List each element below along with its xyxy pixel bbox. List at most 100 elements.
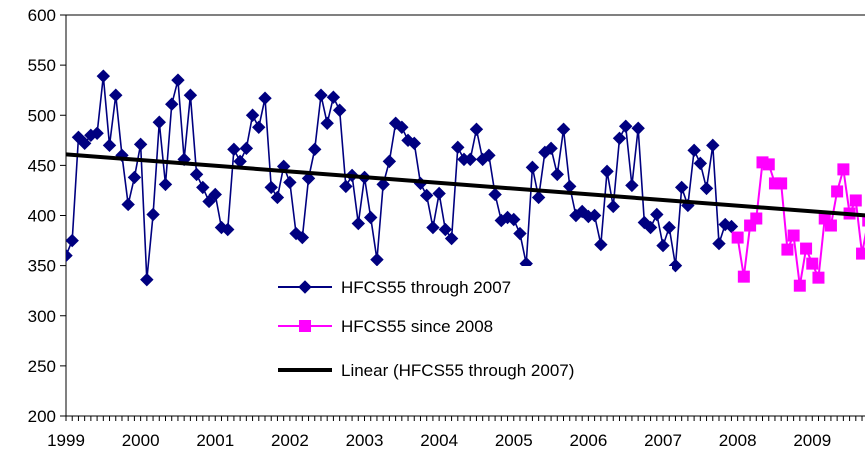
y-tick-label: 200 (28, 407, 56, 426)
y-tick-label: 500 (28, 106, 56, 125)
data-point (706, 138, 720, 153)
data-point (643, 220, 658, 235)
data-point (308, 142, 322, 157)
data-point (587, 208, 602, 223)
data-point (121, 197, 135, 212)
x-tick-label: 2001 (196, 431, 234, 450)
data-point (245, 108, 260, 122)
data-point (674, 180, 689, 195)
y-tick-label: 450 (28, 156, 56, 175)
legend: HFCS55 through 2007 HFCS55 since 2008 Line… (272, 266, 672, 388)
data-point (687, 143, 701, 158)
data-point (96, 69, 111, 83)
data-point (775, 177, 788, 190)
data-point (631, 121, 645, 135)
x-ticks: 1999 2000 2001 2002 2003 2004 2005 2006 2007 2008… (47, 416, 863, 450)
data-point (444, 231, 459, 246)
x-tick-label: 1999 (47, 431, 85, 450)
data-point (239, 141, 254, 156)
data-point (544, 141, 558, 156)
legend-item: Linear (HFCS55 through 2007) (278, 361, 574, 380)
data-point (208, 187, 222, 202)
data-point (787, 229, 800, 242)
data-point (469, 122, 484, 136)
data-point (525, 160, 540, 175)
data-point (102, 138, 117, 153)
y-tick-label: 350 (28, 257, 56, 276)
x-tick-label: 2006 (569, 431, 607, 450)
data-point (283, 175, 297, 190)
data-point (314, 88, 328, 102)
data-point (837, 163, 850, 176)
data-point (618, 119, 633, 133)
data-point (202, 194, 216, 209)
data-point (419, 188, 434, 203)
data-point (295, 230, 310, 245)
legend-marker (298, 280, 312, 294)
data-point (625, 178, 639, 193)
data-point (606, 199, 620, 214)
data-point (171, 73, 185, 87)
data-point (109, 88, 123, 102)
data-point (513, 226, 527, 241)
data-point (66, 248, 73, 263)
data-point (152, 115, 166, 129)
data-point (712, 236, 726, 251)
data-point (270, 190, 285, 205)
data-point (656, 238, 670, 253)
data-point (699, 181, 714, 196)
data-point (550, 167, 564, 182)
data-point (90, 126, 104, 141)
data-point (401, 133, 415, 148)
x-tick-label: 2003 (346, 431, 384, 450)
series-hfcs55-since-2008 (731, 156, 865, 292)
data-point (862, 214, 865, 227)
data-point (731, 231, 744, 244)
y-tick-label: 600 (28, 6, 56, 25)
x-tick-label: 2000 (122, 431, 160, 450)
data-point (339, 179, 353, 194)
data-point (252, 120, 266, 134)
data-point (637, 215, 652, 230)
data-point (165, 97, 179, 111)
legend-item: HFCS55 through 2007 (278, 278, 511, 297)
x-tick-label: 2005 (495, 431, 533, 450)
data-point (438, 222, 453, 237)
data-point (363, 210, 378, 225)
data-point (693, 156, 708, 171)
x-tick-label: 2009 (793, 431, 831, 450)
data-point (668, 258, 683, 273)
data-point (482, 148, 496, 163)
data-point (426, 220, 440, 235)
data-point (326, 90, 341, 104)
data-point (531, 190, 546, 205)
legend-label: HFCS55 since 2008 (341, 317, 493, 336)
data-point (849, 194, 862, 207)
data-point (507, 212, 521, 227)
data-point (127, 170, 142, 185)
data-point (812, 271, 825, 284)
x-tick-label: 2002 (271, 431, 309, 450)
y-tick-label: 300 (28, 307, 56, 326)
data-point (289, 226, 303, 241)
data-point (395, 120, 409, 134)
data-point (831, 185, 844, 198)
data-point (370, 252, 384, 267)
data-point (781, 243, 794, 256)
legend-item: HFCS55 since 2008 (278, 317, 493, 336)
data-point (612, 131, 627, 146)
data-point (189, 167, 204, 182)
data-point (183, 88, 198, 102)
data-point (332, 103, 347, 117)
data-point (762, 158, 775, 171)
data-point (650, 207, 664, 222)
data-point (227, 142, 241, 157)
data-point (196, 180, 210, 195)
data-point (824, 219, 837, 232)
axes: 200 250 300 350 400 450 500 550 600 1999 2000 2001… (28, 6, 865, 450)
plot-area (66, 69, 865, 292)
data-point (407, 136, 421, 151)
data-point (463, 152, 477, 167)
data-point (750, 212, 763, 225)
legend-background (272, 266, 672, 388)
